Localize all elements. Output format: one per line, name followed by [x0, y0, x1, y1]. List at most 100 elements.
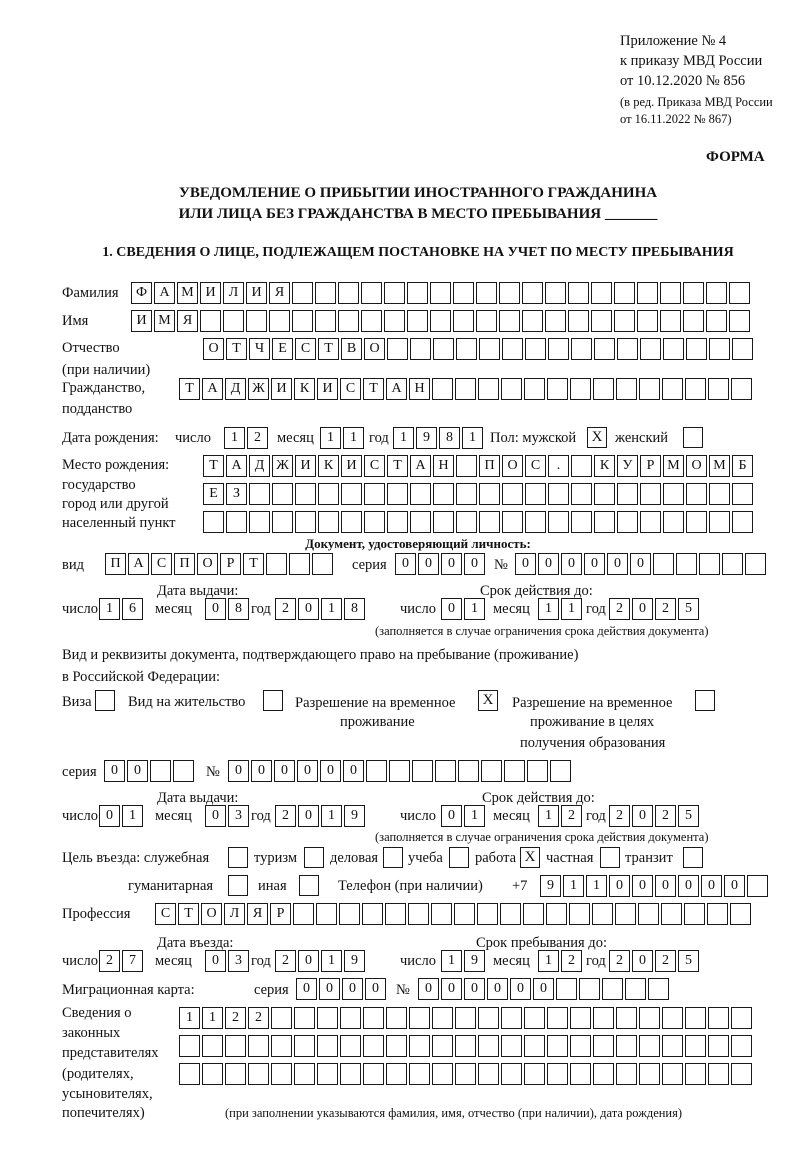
char-cell[interactable] [200, 310, 221, 332]
char-cell[interactable]: . [548, 455, 569, 477]
char-cell[interactable] [522, 282, 543, 304]
char-cell[interactable]: 0 [441, 598, 462, 620]
birth-place-field-3[interactable] [203, 511, 755, 533]
char-cell[interactable] [593, 378, 614, 400]
char-cell[interactable] [384, 282, 405, 304]
char-cell[interactable] [481, 760, 502, 782]
char-cell[interactable]: 0 [298, 950, 319, 972]
char-cell[interactable]: 1 [462, 427, 483, 449]
char-cell[interactable] [501, 1035, 522, 1057]
char-cell[interactable] [639, 1063, 660, 1085]
char-cell[interactable] [386, 1007, 407, 1029]
sex-male-checkbox[interactable]: X [587, 427, 607, 448]
char-cell[interactable] [387, 338, 408, 360]
char-cell[interactable] [225, 1063, 246, 1085]
char-cell[interactable]: 2 [609, 805, 630, 827]
residence-permit-checkbox[interactable] [263, 690, 283, 711]
char-cell[interactable]: Н [409, 378, 430, 400]
char-cell[interactable]: 2 [609, 950, 630, 972]
char-cell[interactable]: 0 [441, 805, 462, 827]
char-cell[interactable]: Я [177, 310, 198, 332]
char-cell[interactable] [364, 483, 385, 505]
char-cell[interactable] [637, 282, 658, 304]
char-cell[interactable]: И [131, 310, 152, 332]
char-cell[interactable] [709, 338, 730, 360]
char-cell[interactable] [547, 1035, 568, 1057]
char-cell[interactable]: 0 [464, 553, 485, 575]
char-cell[interactable]: Е [203, 483, 224, 505]
char-cell[interactable] [271, 1007, 292, 1029]
char-cell[interactable]: 0 [441, 978, 462, 1000]
char-cell[interactable] [662, 1007, 683, 1029]
char-cell[interactable] [292, 282, 313, 304]
char-cell[interactable] [570, 1007, 591, 1029]
char-cell[interactable]: Я [269, 282, 290, 304]
char-cell[interactable]: 6 [122, 598, 143, 620]
char-cell[interactable] [569, 903, 590, 925]
char-cell[interactable]: 0 [205, 950, 226, 972]
char-cell[interactable]: 0 [342, 978, 363, 1000]
char-cell[interactable] [524, 1007, 545, 1029]
char-cell[interactable] [249, 483, 270, 505]
char-cell[interactable] [545, 310, 566, 332]
char-cell[interactable]: 9 [540, 875, 561, 897]
char-cell[interactable] [387, 511, 408, 533]
char-cell[interactable]: 0 [510, 978, 531, 1000]
char-cell[interactable]: 0 [609, 875, 630, 897]
char-cell[interactable]: 0 [228, 760, 249, 782]
char-cell[interactable] [602, 978, 623, 1000]
char-cell[interactable] [732, 511, 753, 533]
char-cell[interactable]: З [226, 483, 247, 505]
char-cell[interactable] [408, 903, 429, 925]
char-cell[interactable]: 1 [343, 427, 364, 449]
char-cell[interactable] [731, 378, 752, 400]
char-cell[interactable] [594, 511, 615, 533]
char-cell[interactable] [639, 1035, 660, 1057]
char-cell[interactable]: 0 [515, 553, 536, 575]
char-cell[interactable]: 0 [441, 553, 462, 575]
char-cell[interactable] [363, 1035, 384, 1057]
char-cell[interactable] [433, 338, 454, 360]
char-cell[interactable]: Д [249, 455, 270, 477]
char-cell[interactable] [499, 310, 520, 332]
char-cell[interactable]: 0 [701, 875, 722, 897]
char-cell[interactable]: 1 [393, 427, 414, 449]
char-cell[interactable]: С [295, 338, 316, 360]
char-cell[interactable] [432, 378, 453, 400]
char-cell[interactable] [315, 282, 336, 304]
char-cell[interactable] [295, 511, 316, 533]
char-cell[interactable] [556, 978, 577, 1000]
char-cell[interactable]: Ж [248, 378, 269, 400]
char-cell[interactable]: Т [363, 378, 384, 400]
purpose-other-checkbox[interactable] [299, 875, 319, 896]
char-cell[interactable]: И [295, 455, 316, 477]
char-cell[interactable]: 1 [321, 950, 342, 972]
char-cell[interactable]: 0 [630, 553, 651, 575]
char-cell[interactable]: 0 [205, 805, 226, 827]
char-cell[interactable] [478, 1063, 499, 1085]
char-cell[interactable] [312, 553, 333, 575]
char-cell[interactable] [385, 903, 406, 925]
char-cell[interactable]: О [197, 553, 218, 575]
char-cell[interactable] [454, 903, 475, 925]
char-cell[interactable] [707, 903, 728, 925]
char-cell[interactable] [662, 1063, 683, 1085]
char-cell[interactable]: 0 [298, 598, 319, 620]
char-cell[interactable]: 1 [122, 805, 143, 827]
char-cell[interactable] [729, 310, 750, 332]
char-cell[interactable] [340, 1007, 361, 1029]
char-cell[interactable]: 0 [320, 760, 341, 782]
char-cell[interactable] [477, 903, 498, 925]
char-cell[interactable]: 9 [344, 950, 365, 972]
visa-checkbox[interactable] [95, 690, 115, 711]
purpose-official-checkbox[interactable] [228, 847, 248, 868]
char-cell[interactable]: Р [220, 553, 241, 575]
